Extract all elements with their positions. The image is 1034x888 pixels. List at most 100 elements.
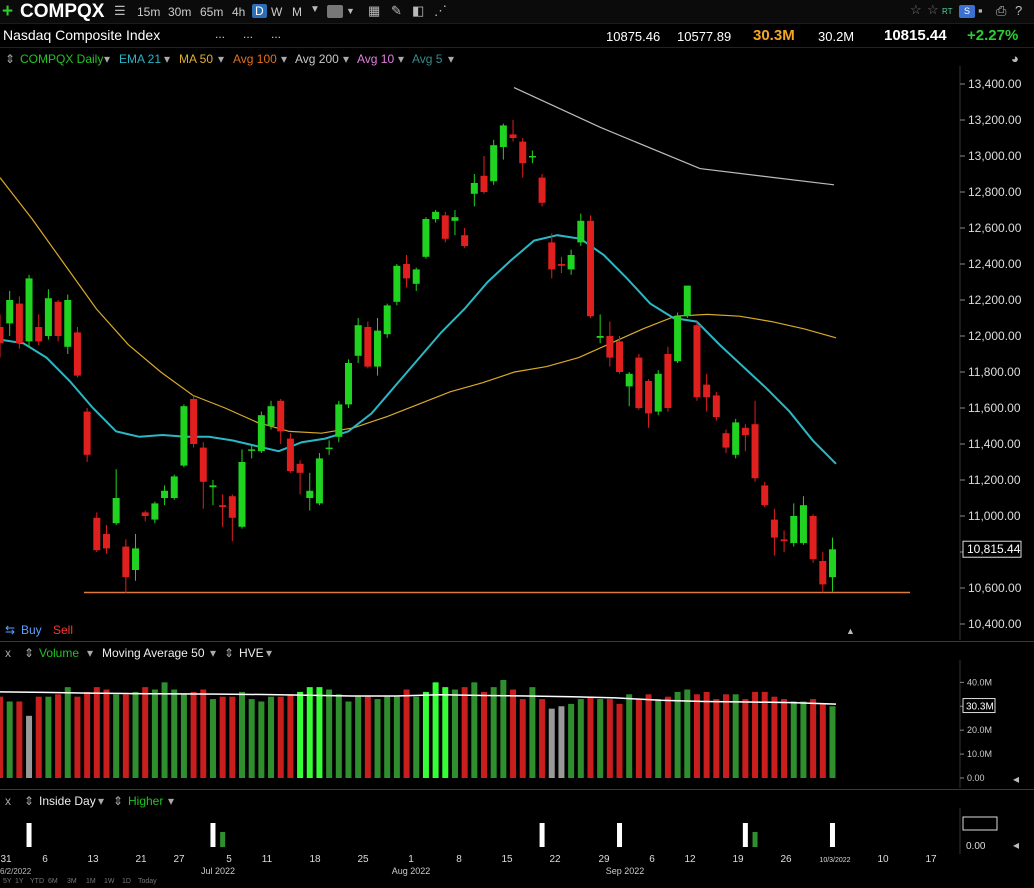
collapse-icon[interactable]: ◂: [1013, 772, 1020, 786]
expand-icon[interactable]: ⇕: [224, 646, 235, 660]
legend-dropdown-icon[interactable]: ▾: [87, 646, 94, 660]
calculator-icon[interactable]: ▦: [368, 3, 381, 18]
legend-compqx-daily[interactable]: COMPQX Daily: [20, 52, 104, 66]
timeframe-d[interactable]: D: [252, 4, 267, 18]
chevron-down-icon[interactable]: ▼: [310, 4, 320, 15]
range-button[interactable]: 3M: [67, 878, 77, 885]
legend-dropdown-icon[interactable]: ▾: [168, 794, 175, 808]
legend-dropdown-icon[interactable]: ▾: [210, 646, 217, 660]
range-button[interactable]: 6M: [48, 878, 58, 885]
layers-icon[interactable]: ◧: [412, 3, 425, 18]
volume-bar: [229, 696, 236, 778]
volume-bar: [616, 703, 623, 778]
buy-button[interactable]: Buy: [21, 623, 42, 637]
expand-icon[interactable]: ⇕: [113, 794, 124, 808]
volume-bar: [558, 706, 565, 778]
legend-dropdown-icon[interactable]: ▾: [218, 52, 225, 66]
candle-body: [828, 549, 836, 578]
legend-avg10[interactable]: Avg 10: [357, 52, 395, 66]
candle-body: [248, 449, 256, 451]
volume-bar: [219, 696, 226, 778]
candle-body: [219, 505, 227, 507]
expand-icon[interactable]: ⇕: [24, 794, 35, 808]
legend-dropdown-icon[interactable]: ▾: [343, 52, 350, 66]
timeframe-15m[interactable]: 15m: [137, 5, 161, 19]
legend-dropdown-icon[interactable]: ▾: [98, 794, 105, 808]
inside-day-label[interactable]: Inside Day: [39, 794, 96, 808]
info-dots: ...: [271, 27, 282, 41]
chart-type-icon[interactable]: [327, 5, 343, 18]
list-icon[interactable]: ☰: [114, 3, 126, 18]
star-icon[interactable]: ☆: [910, 2, 922, 17]
candle-body: [664, 354, 672, 408]
range-button[interactable]: 5Y: [3, 878, 12, 885]
sell-button[interactable]: Sell: [53, 623, 74, 637]
candle-body: [499, 125, 507, 147]
s-button[interactable]: S: [959, 5, 975, 18]
legend-ma50[interactable]: MA 50: [179, 52, 214, 66]
range-button[interactable]: 1D: [122, 878, 131, 885]
low-value: 10577.89: [677, 29, 732, 44]
inside-day-chart[interactable]: 100.000.00: [0, 808, 1034, 854]
legend-avg5[interactable]: Avg 5: [412, 52, 443, 66]
close-volume-panel[interactable]: x: [5, 646, 11, 660]
legend-dropdown-icon[interactable]: ▾: [266, 646, 273, 660]
candle-body: [538, 177, 546, 203]
price-chart[interactable]: 13,400.00 13,200.00 13,000.00 12,800.00 12,6…: [0, 66, 1034, 640]
legend-avg100[interactable]: Avg 100: [233, 52, 277, 66]
volume-bar: [84, 691, 91, 778]
symbol-input[interactable]: COMPQX: [20, 1, 105, 22]
palette-icon[interactable]: ◕: [1011, 51, 1019, 66]
volume-bar: [481, 691, 487, 778]
indicator-value-tag: [962, 816, 998, 831]
chevron-down-icon[interactable]: ▼: [346, 6, 355, 16]
candle-body: [432, 211, 440, 219]
save-icon[interactable]: ▪: [978, 3, 983, 18]
legend-dropdown-icon[interactable]: ▾: [448, 52, 455, 66]
help-icon[interactable]: ?: [1015, 3, 1023, 18]
range-button[interactable]: 1M: [86, 878, 96, 885]
legend-ema21[interactable]: EMA 21: [119, 52, 162, 66]
volume-bar: [829, 706, 836, 778]
share-icon[interactable]: ⋰: [434, 3, 447, 18]
hve-label[interactable]: HVE: [239, 646, 264, 660]
volume-ma-label[interactable]: Moving Average 50: [102, 646, 205, 660]
legend-dropdown-icon[interactable]: ▾: [281, 52, 288, 66]
timeframe-w[interactable]: W: [271, 5, 283, 19]
y-tick-label: 12,600.00: [968, 221, 1022, 235]
timeframe-m[interactable]: M: [292, 5, 302, 19]
timeframe-65m[interactable]: 65m: [200, 5, 224, 19]
legend-dropdown-icon[interactable]: ▾: [164, 52, 171, 66]
volume-bar: [790, 701, 797, 778]
expand-icon[interactable]: ⇕: [5, 52, 16, 66]
volume-bar: [132, 691, 139, 778]
timeframe-4h[interactable]: 4h: [232, 5, 246, 19]
timeframe-30m[interactable]: 30m: [168, 5, 192, 19]
range-button[interactable]: Today: [138, 878, 157, 885]
legend-dropdown-icon[interactable]: ▾: [104, 52, 111, 66]
buy-icon[interactable]: ⇆: [5, 623, 16, 637]
range-button[interactable]: 1W: [104, 878, 115, 885]
legend-dropdown-icon[interactable]: ▾: [398, 52, 405, 66]
volume-bar: [442, 687, 449, 778]
close-indicator-panel[interactable]: x: [5, 794, 11, 808]
higher-label[interactable]: Higher: [128, 794, 164, 808]
add-symbol-icon[interactable]: +: [2, 1, 14, 22]
scroll-up-icon[interactable]: ▲: [846, 626, 855, 636]
volume-bar: [587, 696, 594, 778]
range-button[interactable]: YTD: [30, 878, 44, 885]
info-bar: Nasdaq Composite Index ... ... ... 10875…: [0, 24, 1034, 48]
volume-label[interactable]: Volume: [39, 646, 80, 660]
legend-avg200[interactable]: Avg 200: [295, 52, 339, 66]
print-icon[interactable]: ⎙: [996, 3, 1007, 18]
candle-body: [519, 141, 527, 164]
candle-body: [73, 332, 81, 376]
candle-body: [112, 498, 120, 524]
star-outline-icon[interactable]: ☆: [927, 2, 939, 17]
expand-icon[interactable]: ⇕: [24, 646, 35, 660]
volume-bar: [703, 691, 710, 778]
pencil-icon[interactable]: ✎: [391, 3, 402, 18]
range-button[interactable]: 1Y: [15, 878, 24, 885]
collapse-icon[interactable]: ◂: [1013, 838, 1020, 852]
